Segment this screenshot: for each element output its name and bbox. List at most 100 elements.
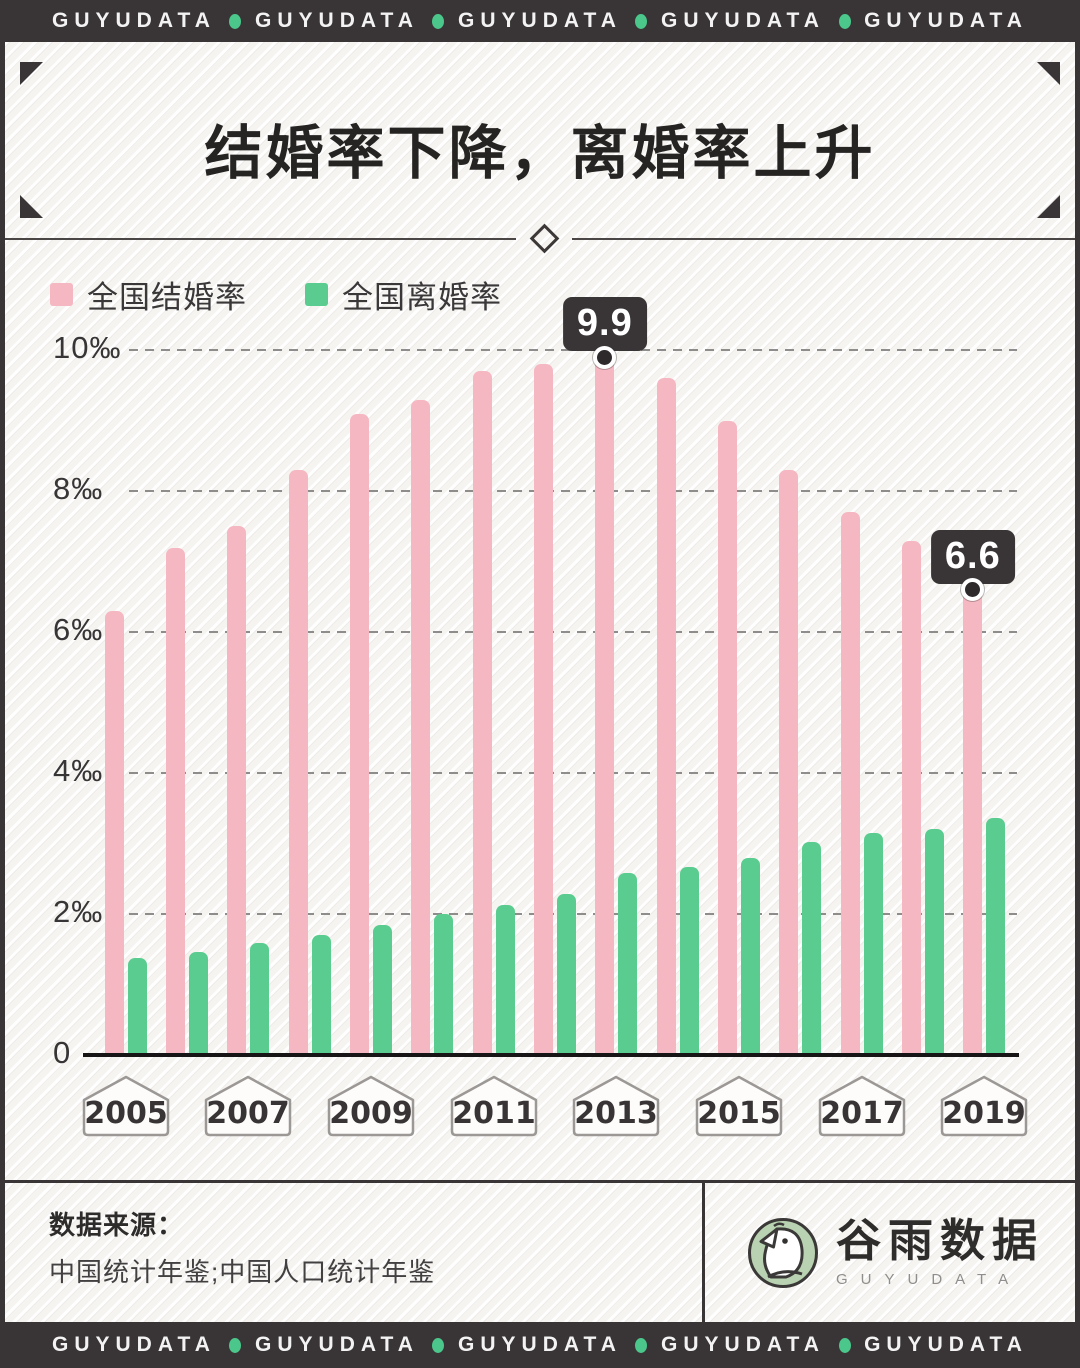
svg-text:2009: 2009 [329, 1096, 413, 1131]
legend-swatch-green [305, 283, 328, 306]
svg-text:2013: 2013 [575, 1096, 659, 1131]
bar-group-2008 [288, 470, 331, 1055]
page-title: 结婚率下降，离婚率上升 [204, 121, 876, 186]
value-callout-6.6: 6.6 [930, 529, 1015, 584]
brand-dot-icon [635, 1337, 648, 1353]
bar-group-2013 [595, 357, 638, 1055]
marriage-rate-bar-2005 [104, 611, 124, 1055]
brand-dot-icon [229, 1337, 242, 1353]
guyu-logo: 谷雨数据 GUYUDATA [746, 1216, 1044, 1290]
y-axis-tick-label: 4‰ [53, 753, 104, 789]
divorce-rate-bar-2018 [925, 829, 944, 1055]
divorce-rate-bar-2011 [495, 904, 515, 1055]
value-callout-9.9: 9.9 [562, 297, 647, 352]
divorce-rate-bar-2013 [618, 873, 638, 1055]
x-axis-year-label-2013: 2013 [566, 1073, 666, 1139]
brand-wordmark: GUYUDATA [864, 9, 1028, 32]
x-axis-year-label-2007: 2007 [198, 1073, 298, 1139]
bar-chart-plot: 10‰ 8‰ 6‰ 4‰ 2‰ 0 2005 2007 2009 2011 2013 2015 2017… [5, 297, 1080, 1137]
brand-wordmark: GUYUDATA [458, 9, 622, 32]
brand-wordmark: GUYUDATA [52, 9, 216, 32]
logo-text-cn: 谷雨数据 [835, 1215, 1044, 1266]
brand-dot-icon [838, 1337, 851, 1353]
legend-swatch-pink [50, 283, 73, 306]
marriage-rate-bar-2006 [166, 547, 185, 1055]
marriage-rate-bar-2014 [656, 378, 676, 1055]
divorce-rate-bar-2006 [189, 952, 208, 1055]
divorce-rate-bar-2007 [250, 942, 270, 1055]
x-axis-year-label-2015: 2015 [689, 1073, 789, 1139]
title-divider-left [5, 238, 516, 240]
legend-label: 全国离婚率 [342, 280, 502, 315]
y-axis-tick-label: 8‰ [53, 471, 104, 507]
marriage-rate-bar-2016 [779, 470, 799, 1055]
y-axis-tick-label: 6‰ [53, 612, 104, 648]
corner-mark-top-left-icon [20, 62, 43, 85]
corner-mark-top-right-icon [1037, 62, 1060, 85]
chart-section: 全国结婚率 全国离婚率 10‰ 8‰ 6‰ 4‰ 2‰ 0 2005 2007 2009 2011… [5, 240, 1075, 1180]
footer: 数据来源： 中国统计年鉴;中国人口统计年鉴 谷雨数据 GUYUDAT [5, 1180, 1080, 1322]
legend-item-divorce-rate: 全国离婚率 [305, 272, 502, 317]
brand-dot-icon [432, 1337, 445, 1353]
marriage-rate-bar-2012 [534, 364, 553, 1055]
brand-bar-top: GUYUDATA GUYUDATA GUYUDATA GUYUDATA GUYUDATA [0, 0, 1080, 42]
data-source-body: 中国统计年鉴;中国人口统计年鉴 [49, 1257, 436, 1287]
bar-group-2019 [963, 589, 1006, 1055]
svg-text:2011: 2011 [452, 1096, 536, 1131]
bar-group-2006 [166, 547, 208, 1055]
divorce-rate-bar-2017 [863, 833, 883, 1055]
svg-text:2017: 2017 [820, 1096, 904, 1131]
gridline-8 [129, 490, 1017, 493]
marriage-rate-bar-2013 [595, 357, 615, 1055]
brand-dot-icon [229, 13, 242, 29]
brand-bar-bottom: GUYUDATA GUYUDATA GUYUDATA GUYUDATA GUYUDATA [0, 1322, 1080, 1368]
brand-wordmark: GUYUDATA [661, 9, 825, 32]
marriage-rate-bar-2018 [902, 540, 921, 1055]
divorce-rate-bar-2010 [434, 914, 454, 1055]
y-axis-tick-label: 0 [53, 1035, 72, 1070]
legend-label: 全国结婚率 [87, 280, 247, 315]
brand-wordmark: GUYUDATA [864, 1333, 1028, 1356]
callout-anchor-dot [593, 345, 617, 369]
content-frame: 结婚率下降，离婚率上升 全国结婚率 全国离婚率 10‰ 8‰ 6‰ 4‰ 2‰ 0 2005… [0, 42, 1080, 1322]
brand-dot-icon [432, 13, 445, 29]
bird-logo-icon [747, 1217, 818, 1288]
marriage-rate-bar-2007 [227, 526, 247, 1055]
x-axis-year-label-2019: 2019 [934, 1073, 1034, 1139]
marriage-rate-bar-2010 [411, 399, 431, 1055]
y-axis-tick-label: 2‰ [53, 894, 104, 930]
title-section: 结婚率下降，离婚率上升 [5, 42, 1075, 254]
divorce-rate-bar-2012 [557, 893, 576, 1055]
logo-block: 谷雨数据 GUYUDATA [702, 1183, 1080, 1322]
bar-group-2015 [718, 420, 760, 1055]
bar-group-2009 [350, 413, 392, 1055]
bar-group-2005 [104, 611, 147, 1055]
divorce-rate-bar-2008 [311, 934, 331, 1055]
title-divider-right [572, 238, 1075, 240]
svg-text:2015: 2015 [697, 1096, 781, 1131]
x-axis-year-label-2009: 2009 [321, 1073, 421, 1139]
svg-text:2005: 2005 [84, 1096, 168, 1131]
svg-text:2007: 2007 [207, 1096, 291, 1131]
divorce-rate-bar-2009 [373, 924, 392, 1055]
brand-wordmark: GUYUDATA [255, 1333, 419, 1356]
brand-wordmark: GUYUDATA [255, 9, 419, 32]
callout-anchor-dot [961, 578, 985, 602]
data-source-block: 数据来源： 中国统计年鉴;中国人口统计年鉴 [5, 1183, 702, 1322]
bar-group-2018 [902, 540, 944, 1055]
bar-group-2017 [840, 512, 883, 1055]
gridline-4 [129, 772, 1017, 775]
bar-group-2010 [411, 399, 454, 1055]
bar-group-2014 [656, 378, 699, 1055]
brand-dot-icon [838, 13, 851, 29]
marriage-rate-bar-2015 [718, 420, 737, 1055]
chart-legend: 全国结婚率 全国离婚率 [50, 272, 502, 317]
bar-group-2016 [779, 470, 822, 1055]
y-axis-tick-label: 10‰ [53, 330, 122, 366]
brand-wordmark: GUYUDATA [661, 1333, 825, 1356]
logo-text: 谷雨数据 GUYUDATA [835, 1215, 1044, 1287]
brand-wordmark: GUYUDATA [52, 1333, 216, 1356]
divorce-rate-bar-2014 [679, 866, 699, 1055]
marriage-rate-bar-2019 [963, 589, 983, 1055]
